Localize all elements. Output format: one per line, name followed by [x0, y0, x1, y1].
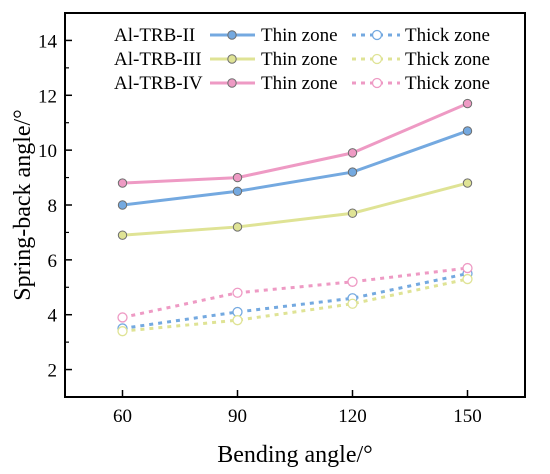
legend-thick-label: Thick zone: [405, 49, 490, 70]
legend-row-al-trb-ii: Al-TRB-II Thin zone Thick zone: [114, 25, 490, 46]
series-al-trb-iv-solid: [117, 98, 473, 188]
data-point: [347, 298, 358, 309]
series-line: [122, 272, 468, 330]
y-tick-label-2: 2: [48, 361, 58, 382]
legend-thin-label: Thin zone: [261, 25, 338, 46]
data-point: [232, 172, 243, 183]
legend-thick-label: Thick zone: [405, 73, 490, 94]
series-line: [122, 102, 469, 185]
data-point: [117, 200, 128, 210]
data-point: [347, 276, 358, 287]
legend-thick-swatch-marker: [371, 77, 383, 89]
data-point: [347, 167, 358, 177]
y-tick-label-6: 6: [48, 251, 58, 272]
legend-thin-label: Thin zone: [261, 73, 338, 94]
legend-group-label: Al-TRB-III: [114, 49, 202, 70]
data-point: [462, 273, 473, 285]
y-tick-label-4: 4: [48, 306, 58, 327]
data-point: [462, 126, 473, 136]
data-point: [347, 208, 358, 218]
x-tick-label-120: 120: [338, 406, 367, 427]
series-al-trb-ii-dashed: [117, 268, 473, 334]
x-tick-label-60: 60: [113, 406, 132, 427]
data-point: [117, 312, 128, 323]
data-point: [232, 287, 243, 298]
y-tick-label-12: 12: [38, 86, 57, 107]
y-axis-title: Spring-back angle/°: [10, 109, 36, 301]
legend-thin-swatch-marker: [227, 54, 237, 64]
data-point: [232, 315, 243, 326]
data-point: [117, 326, 128, 337]
series-al-trb-iv-dashed: [117, 262, 473, 323]
data-point: [462, 98, 473, 109]
legend-thin-label: Thin zone: [261, 49, 338, 70]
legend-thin-swatch-marker: [227, 78, 237, 88]
legend-row-al-trb-iii: Al-TRB-III Thin zone Thick zone: [114, 49, 490, 70]
series-line: [122, 181, 468, 237]
y-tick-label-10: 10: [38, 141, 57, 162]
series-al-trb-iii-solid: [117, 178, 473, 240]
legend-row-al-trb-iv: Al-TRB-IV Thin zone Thick zone: [114, 73, 490, 94]
series-al-trb-ii-solid: [117, 126, 473, 210]
series-line: [122, 266, 468, 319]
legend-thick-swatch-marker: [371, 53, 383, 65]
x-axis-title: Bending angle/°: [217, 442, 373, 468]
legend-thick-swatch-marker: [371, 29, 383, 41]
x-axis-ticks: 60 90 120 150: [113, 390, 482, 427]
x-tick-label-150: 150: [453, 406, 482, 427]
data-point: [347, 148, 358, 158]
x-tick-label-90: 90: [228, 406, 247, 427]
series-line: [122, 129, 469, 207]
y-axis-ticks: 2 4 6 8 10 12 14: [38, 12, 72, 398]
y-tick-label-8: 8: [48, 196, 58, 217]
data-point: [232, 222, 243, 232]
data-point: [117, 230, 128, 240]
legend-thick-label: Thick zone: [405, 25, 490, 46]
y-tick-label-14: 14: [38, 31, 58, 52]
data-point: [462, 262, 473, 274]
legend-group-label: Al-TRB-IV: [114, 73, 203, 94]
series-line: [122, 277, 468, 333]
data-point: [462, 178, 473, 188]
legend-group-label: Al-TRB-II: [114, 25, 195, 46]
legend: Al-TRB-II Thin zone Thick zone Al-TRB-III Th…: [114, 25, 490, 94]
data-point: [117, 178, 128, 188]
series-al-trb-iii-dashed: [117, 273, 473, 337]
series-layer: [117, 98, 473, 337]
data-point: [232, 186, 243, 196]
legend-thin-swatch-marker: [227, 30, 237, 40]
